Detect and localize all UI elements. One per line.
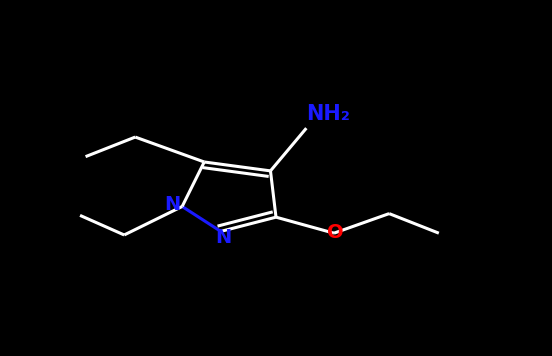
Text: N: N	[164, 195, 181, 214]
Text: O: O	[327, 222, 343, 242]
Text: NH₂: NH₂	[306, 104, 351, 124]
Text: N: N	[215, 228, 232, 247]
